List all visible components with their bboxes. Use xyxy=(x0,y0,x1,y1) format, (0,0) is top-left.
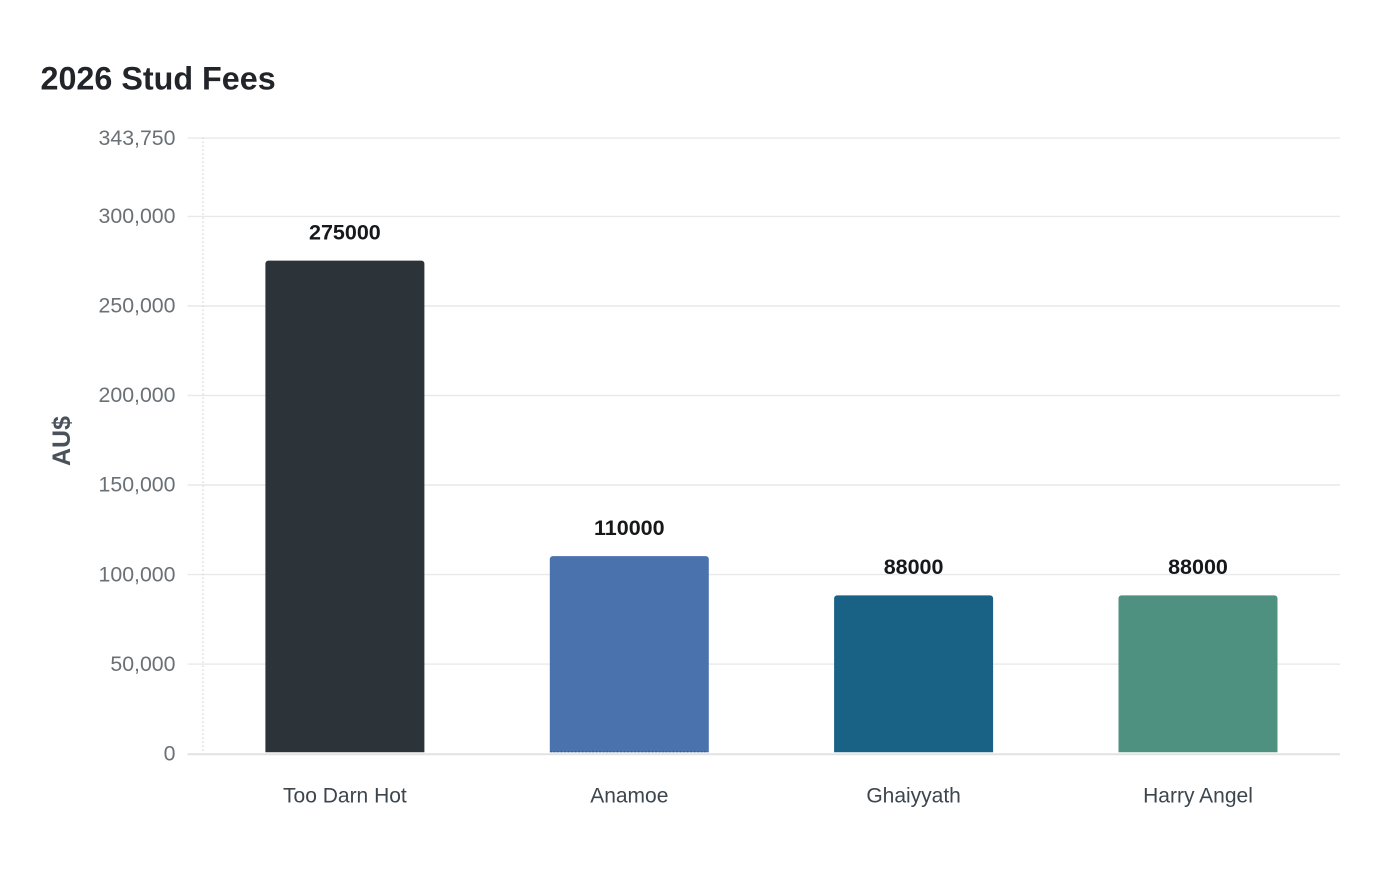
svg-text:0: 0 xyxy=(164,741,176,765)
svg-text:150,000: 150,000 xyxy=(99,473,176,497)
svg-text:100,000: 100,000 xyxy=(99,562,176,586)
svg-text:250,000: 250,000 xyxy=(99,294,176,318)
svg-text:Anamoe: Anamoe xyxy=(590,784,668,807)
svg-text:Harry Angel: Harry Angel xyxy=(1143,784,1253,807)
svg-text:Ghaiyyath: Ghaiyyath xyxy=(866,784,961,807)
svg-text:50,000: 50,000 xyxy=(110,652,175,676)
svg-text:88000: 88000 xyxy=(884,555,944,579)
svg-text:110000: 110000 xyxy=(594,516,665,540)
svg-text:88000: 88000 xyxy=(1168,555,1228,579)
svg-text:2026 Stud Fees: 2026 Stud Fees xyxy=(41,61,276,97)
svg-text:343,750: 343,750 xyxy=(99,126,176,150)
svg-text:300,000: 300,000 xyxy=(99,204,176,228)
svg-text:AU$: AU$ xyxy=(48,416,76,466)
svg-text:Too Darn Hot: Too Darn Hot xyxy=(283,784,407,807)
svg-text:200,000: 200,000 xyxy=(99,383,176,407)
svg-text:275000: 275000 xyxy=(309,221,381,245)
